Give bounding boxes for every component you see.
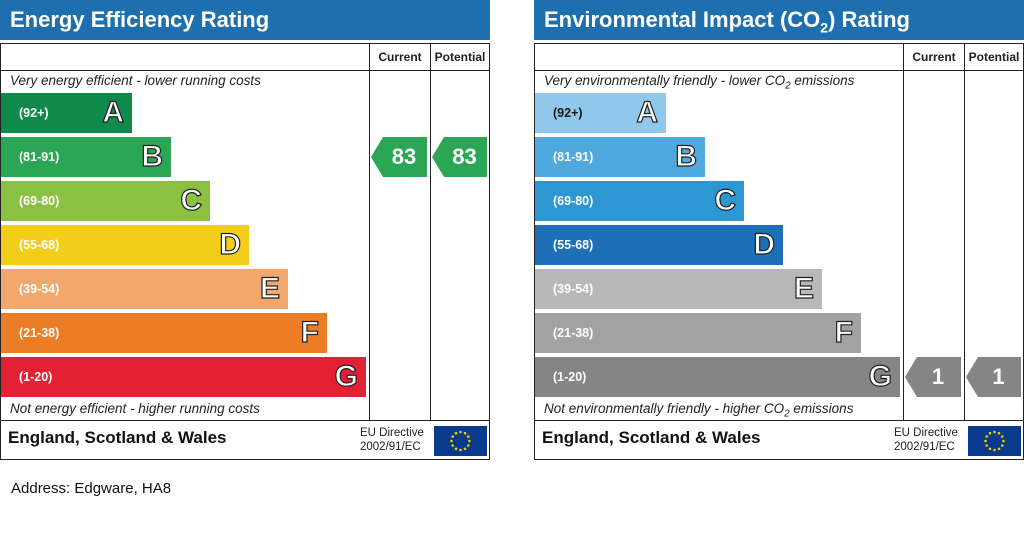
band-range-label: (1-20) — [19, 370, 53, 384]
band-range-label: (39-54) — [553, 282, 594, 296]
potential-rating-arrow: 83 — [432, 137, 487, 177]
environmental-potential-header: Potential — [968, 50, 1020, 64]
band-range-label: (81-91) — [19, 150, 60, 164]
energy-potential-header: Potential — [434, 50, 486, 64]
energy-current-header: Current — [378, 50, 422, 64]
band-letter: B — [141, 139, 164, 173]
environmental-impact-panel: Environmental Impact (CO2) Rating Curren… — [534, 0, 1024, 460]
band-range-label: (39-54) — [19, 282, 60, 296]
energy-efficiency-panel: Energy Efficiency Rating Current Potenti… — [0, 0, 490, 460]
rating-band-g: (1-20) G — [1, 357, 366, 397]
rating-band-f: (21-38) F — [1, 313, 327, 353]
band-range-label: (55-68) — [19, 238, 60, 252]
energy-eu-directive: EU Directive 2002/91/EC — [360, 427, 424, 453]
band-letter: G — [868, 359, 893, 393]
band-letter: E — [259, 271, 280, 305]
rating-band-a: (92+) A — [1, 93, 132, 133]
rating-band-e: (39-54) E — [535, 269, 822, 309]
band-letter: D — [219, 227, 242, 261]
current-rating-arrow: 83 — [371, 137, 427, 177]
rating-band-d: (55-68) D — [535, 225, 783, 265]
band-letter: D — [753, 227, 776, 261]
band-letter: A — [102, 95, 125, 129]
band-range-label: (69-80) — [553, 194, 594, 208]
address: Address: Edgware, HA8 — [11, 480, 172, 497]
rating-band-d: (55-68) D — [1, 225, 249, 265]
energy-footer-country: England, Scotland & Wales — [8, 428, 227, 447]
eu-flag-icon — [434, 426, 487, 456]
band-letter: C — [180, 183, 203, 217]
band-letter: B — [675, 139, 698, 173]
energy-title: Energy Efficiency Rating — [0, 0, 490, 40]
environmental-top-note: Very environmentally friendly - lower CO… — [544, 73, 855, 92]
band-letter: G — [334, 359, 359, 393]
band-range-label: (69-80) — [19, 194, 60, 208]
band-range-label: (21-38) — [19, 326, 60, 340]
rating-band-c: (69-80) C — [1, 181, 210, 221]
energy-top-note: Very energy efficient - lower running co… — [10, 73, 261, 88]
rating-band-a: (92+) A — [535, 93, 666, 133]
current-rating-arrow: 1 — [905, 357, 961, 397]
rating-band-b: (81-91) B — [1, 137, 171, 177]
band-range-label: (92+) — [19, 106, 49, 120]
potential-rating-arrow: 1 — [966, 357, 1021, 397]
environmental-footer-country: England, Scotland & Wales — [542, 428, 761, 447]
band-letter: C — [714, 183, 737, 217]
environmental-current-header: Current — [912, 50, 956, 64]
rating-band-c: (69-80) C — [535, 181, 744, 221]
environmental-bottom-note: Not environmentally friendly - higher CO… — [544, 401, 854, 420]
band-letter: E — [793, 271, 814, 305]
band-letter: A — [636, 95, 659, 129]
environmental-eu-directive: EU Directive 2002/91/EC — [894, 427, 958, 453]
band-range-label: (81-91) — [553, 150, 594, 164]
band-range-label: (21-38) — [553, 326, 594, 340]
band-range-label: (55-68) — [553, 238, 594, 252]
band-letter: F — [834, 315, 854, 349]
eu-flag-icon — [968, 426, 1021, 456]
environmental-title: Environmental Impact (CO2) Rating — [534, 0, 1024, 40]
band-letter: F — [300, 315, 320, 349]
band-range-label: (92+) — [553, 106, 583, 120]
energy-frame — [0, 43, 490, 460]
rating-band-f: (21-38) F — [535, 313, 861, 353]
energy-bottom-note: Not energy efficient - higher running co… — [10, 401, 260, 416]
rating-band-g: (1-20) G — [535, 357, 900, 397]
band-range-label: (1-20) — [553, 370, 587, 384]
rating-band-b: (81-91) B — [535, 137, 705, 177]
rating-band-e: (39-54) E — [1, 269, 288, 309]
